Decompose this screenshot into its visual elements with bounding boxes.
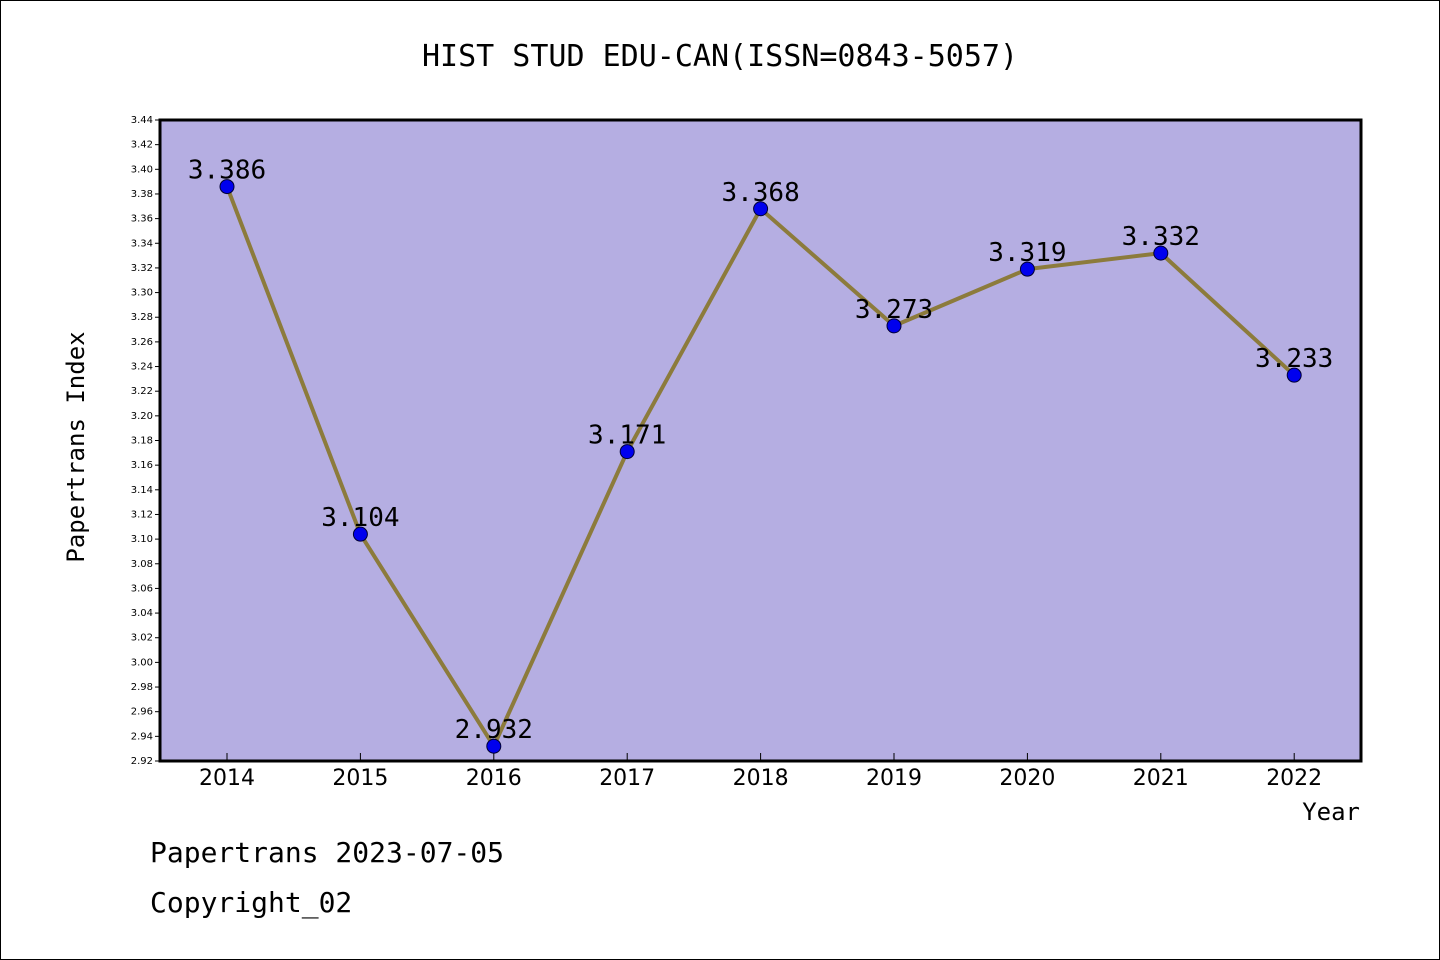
y-tick-label: 3.26: [131, 337, 153, 348]
y-tick-label: 3.10: [131, 534, 153, 545]
y-tick-label: 3.28: [131, 312, 153, 323]
data-label: 3.104: [321, 503, 399, 533]
x-tick-label: 2019: [866, 766, 922, 791]
data-point-marker: [486, 738, 502, 754]
y-axis-title: Papertrans Index: [62, 331, 90, 562]
data-point-marker: [219, 179, 235, 195]
y-tick-label: 3.32: [131, 263, 153, 274]
data-point-marker: [1286, 367, 1302, 383]
x-tick-label: 2016: [466, 766, 522, 791]
data-point-marker: [352, 526, 368, 542]
x-tick-label: 2017: [599, 766, 655, 791]
y-tick-label: 3.34: [131, 238, 153, 249]
plot-area: [158, 118, 1363, 763]
x-axis-title: Year: [1302, 798, 1360, 826]
y-axis: 2.92 2.94 2.96 2.98 3.00 3.02 3.04 3.06 3.08 3.10…: [131, 115, 160, 767]
data-point-marker: [619, 444, 635, 460]
data-label: 3.273: [855, 295, 933, 325]
y-tick-label: 3.40: [131, 164, 153, 175]
x-tick-label: 2015: [332, 766, 388, 791]
y-tick-label: 2.92: [131, 756, 153, 767]
y-tick-label: 2.94: [131, 731, 153, 742]
y-tick-label: 3.16: [131, 460, 153, 471]
y-tick-label: 3.12: [131, 509, 153, 520]
y-tick-label: 3.00: [131, 657, 153, 668]
markers-group: [219, 179, 1302, 754]
y-tick-label: 3.08: [131, 559, 153, 570]
chart-title: HIST STUD EDU-CAN(ISSN=0843-5057): [422, 39, 1018, 74]
data-point-marker: [753, 201, 769, 217]
y-tick-label: 2.96: [131, 707, 153, 718]
data-label: 2.932: [455, 715, 533, 745]
x-tick-label: 2018: [733, 766, 789, 791]
data-point-marker: [886, 318, 902, 334]
y-tick-label: 3.36: [131, 214, 153, 225]
data-label: 3.368: [721, 178, 799, 208]
y-tick-label: 3.20: [131, 411, 153, 422]
y-tick-label: 3.24: [131, 362, 153, 373]
data-label: 3.386: [188, 156, 266, 186]
y-tick-label: 3.02: [131, 633, 153, 644]
y-tick-label: 3.44: [131, 115, 153, 126]
footer-date: Papertrans 2023-07-05: [150, 836, 505, 869]
y-tick-label: 3.18: [131, 436, 153, 447]
y-tick-label: 3.30: [131, 288, 153, 299]
y-tick-label: 3.06: [131, 583, 153, 594]
footer-copyright: Copyright_02: [150, 886, 353, 919]
y-tick-label: 3.42: [131, 140, 153, 151]
data-label: 3.319: [988, 238, 1066, 268]
data-point-marker: [1019, 261, 1035, 277]
x-tick-label: 2014: [199, 766, 255, 791]
x-tick-label: 2021: [1133, 766, 1189, 791]
data-point-marker: [1153, 245, 1169, 261]
data-label: 3.171: [588, 421, 666, 451]
x-tick-label: 2020: [999, 766, 1055, 791]
x-axis: 2014 2015 2016 2017 2018 2019 2020 2021 2022: [199, 753, 1322, 791]
y-tick-label: 3.14: [131, 485, 153, 496]
y-tick-label: 3.38: [131, 189, 153, 200]
y-tick-label: 2.98: [131, 682, 153, 693]
y-tick-label: 3.04: [131, 608, 153, 619]
x-tick-label: 2022: [1266, 766, 1322, 791]
data-label: 3.233: [1255, 344, 1333, 374]
data-labels-group: 3.386 3.104 2.932 3.171 3.368 3.273 3.319 3.332…: [188, 156, 1333, 746]
y-tick-label: 3.22: [131, 386, 153, 397]
data-label: 3.332: [1122, 222, 1200, 252]
